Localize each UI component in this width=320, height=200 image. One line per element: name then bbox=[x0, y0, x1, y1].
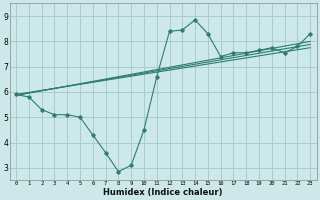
X-axis label: Humidex (Indice chaleur): Humidex (Indice chaleur) bbox=[103, 188, 223, 197]
